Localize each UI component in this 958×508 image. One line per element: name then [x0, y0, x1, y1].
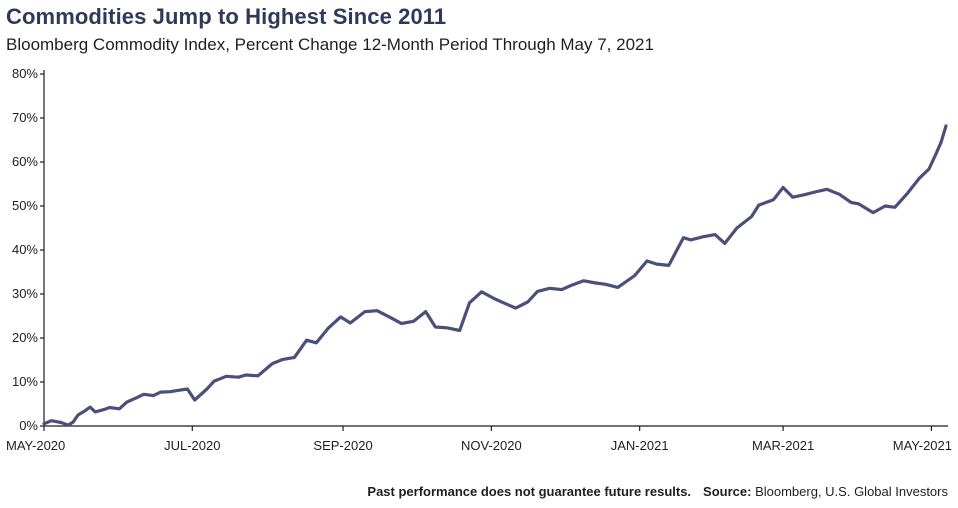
plot-series — [42, 124, 948, 427]
chart-subtitle: Bloomberg Commodity Index, Percent Chang… — [6, 35, 654, 54]
y-tick-label: 80% — [12, 66, 38, 81]
x-axis: MAY-2020 JUL-2020 SEP-2020 NOV-2020 JAN-2021… — [6, 425, 952, 453]
x-tick-label: JAN-2021 — [611, 438, 669, 453]
y-tick-label: 60% — [12, 154, 38, 169]
x-tick-label: SEP-2020 — [313, 438, 372, 453]
y-tick-label: 30% — [12, 286, 38, 301]
series-line — [42, 124, 948, 427]
x-tick-label: MAY-2020 — [6, 438, 65, 453]
y-tick-label: 20% — [12, 330, 38, 345]
y-axis: 0% 10% 20% 30% 40% 50% 60% 70% 80% — [12, 66, 45, 433]
line-chart: 0% 10% 20% 30% 40% 50% 60% 70% 80% MAY-2020 JUL-2… — [6, 66, 952, 453]
x-tick-label: MAR-2021 — [752, 438, 814, 453]
disclaimer-text: Past performance does not guarantee futu… — [367, 484, 692, 499]
chart-area: 0% 10% 20% 30% 40% 50% 60% 70% 80% MAY-2020 JUL-2… — [0, 58, 958, 468]
chart-title: Commodities Jump to Highest Since 2011 — [6, 4, 447, 29]
source-text: Bloomberg, U.S. Global Investors — [755, 484, 948, 499]
y-tick-label: 40% — [12, 242, 38, 257]
x-tick-label: NOV-2020 — [461, 438, 522, 453]
source-label: Source: — [703, 484, 752, 499]
y-tick-label: 70% — [12, 110, 38, 125]
y-tick-label: 0% — [19, 418, 38, 433]
y-tick-label: 50% — [12, 198, 38, 213]
x-tick-label: JUL-2020 — [164, 438, 220, 453]
x-tick-label: MAY-2021 — [893, 438, 952, 453]
chart-footer: Past performance does not guarantee futu… — [367, 484, 948, 499]
y-tick-label: 10% — [12, 374, 38, 389]
